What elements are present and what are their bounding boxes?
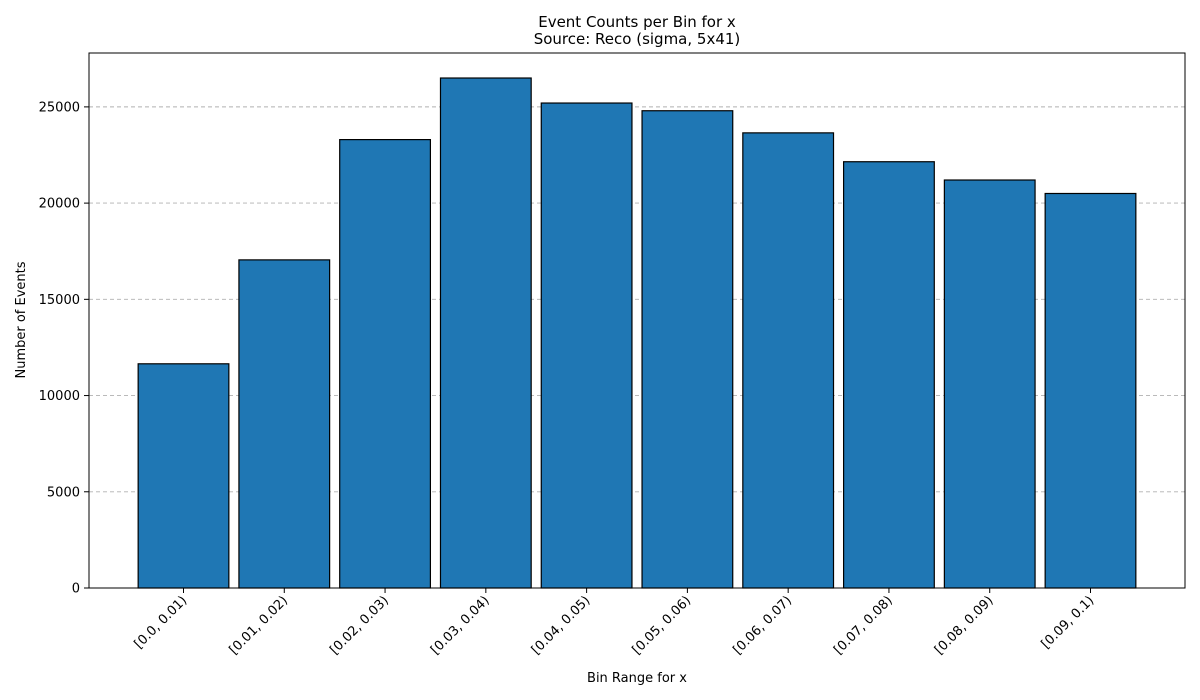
x-tick-label: [0.01, 0.02) — [227, 593, 292, 658]
y-tick-label: 10000 — [39, 389, 80, 404]
x-tick-label: [0.06, 0.07) — [730, 593, 795, 658]
plot-frame — [88, 52, 1186, 589]
bar — [339, 139, 432, 589]
x-tick-label: [0.07, 0.08) — [831, 593, 896, 658]
bar — [641, 110, 734, 589]
y-axis-ticks: 0 5000 10000 15000 20000 25000 — [39, 100, 89, 597]
chart-title: Event Counts per Bin for x — [538, 13, 736, 31]
y-tick-label: 25000 — [39, 100, 80, 115]
bar — [943, 179, 1036, 589]
bar — [238, 259, 331, 589]
x-tick-label: [0.03, 0.04) — [428, 593, 493, 658]
x-tick-label: [0.08, 0.09) — [932, 593, 997, 658]
x-tick-label: [0.0, 0.01) — [132, 593, 191, 652]
bar — [439, 77, 532, 589]
x-tick-label: [0.09, 0.1) — [1039, 593, 1098, 652]
x-tick-label: [0.02, 0.03) — [327, 593, 392, 658]
bar — [540, 102, 633, 589]
y-tick-label: 20000 — [39, 197, 80, 212]
x-axis-ticks: [0.0, 0.01) [0.01, 0.02) [0.02, 0.03) [0.03… — [132, 588, 1098, 658]
x-axis-label: Bin Range for x — [587, 671, 687, 686]
x-tick-label: [0.05, 0.06) — [630, 593, 695, 658]
x-tick-label: [0.04, 0.05) — [529, 593, 594, 658]
y-axis-label: Number of Events — [14, 261, 29, 378]
bar — [842, 161, 935, 589]
bar — [137, 363, 230, 589]
y-tick-label: 15000 — [39, 293, 80, 308]
bar — [742, 132, 835, 589]
y-tick-label: 5000 — [47, 485, 80, 500]
chart-subtitle: Source: Reco (sigma, 5x41) — [534, 30, 741, 48]
bar — [1044, 192, 1137, 589]
y-tick-label: 0 — [72, 582, 80, 597]
bars — [137, 77, 1137, 589]
